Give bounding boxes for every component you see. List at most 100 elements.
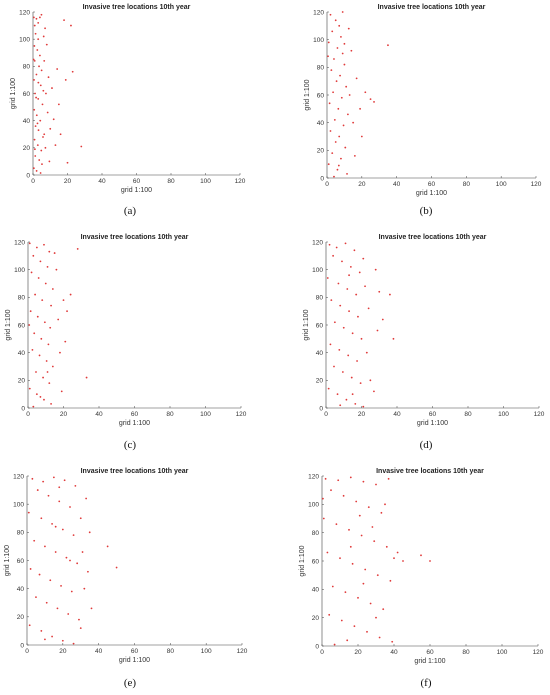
data-point	[42, 376, 44, 379]
data-point	[329, 13, 332, 16]
data-point	[115, 566, 118, 569]
panel-2: 0 20 40 60 80 100 120 0 20 40 60 80 100 120 Invasive t…	[304, 4, 542, 217]
y-tick-label: 20	[17, 614, 25, 621]
data-point	[347, 27, 350, 30]
data-point	[39, 54, 41, 57]
data-point	[349, 476, 352, 479]
data-point	[429, 560, 431, 562]
data-point	[345, 398, 348, 401]
y-tick-label: 60	[17, 558, 25, 565]
panel-4: 0 20 40 60 80 100 120 0 20 40 60 80 100 120 Invasive t…	[303, 234, 545, 451]
data-point	[387, 477, 390, 480]
data-point	[35, 73, 38, 76]
data-point	[358, 514, 361, 517]
y-axis-label: grid 1:100	[5, 309, 12, 340]
x-tick-label: 120	[533, 649, 544, 656]
data-point	[45, 92, 47, 95]
data-point	[33, 332, 36, 335]
panel-caption: (f)	[421, 677, 432, 689]
data-point	[331, 30, 334, 33]
data-point	[72, 642, 75, 645]
data-point	[38, 354, 41, 357]
x-tick-label: 80	[463, 181, 471, 188]
x-tick-label: 40	[393, 411, 401, 418]
data-point	[38, 159, 41, 161]
data-point	[54, 551, 57, 553]
data-point	[334, 141, 337, 143]
data-point	[364, 285, 366, 288]
data-point	[31, 349, 34, 351]
y-tick-label: 0	[21, 405, 25, 412]
x-tick-label: 40	[95, 648, 103, 655]
x-tick-label: 60	[429, 411, 437, 418]
x-tick-label: 120	[235, 178, 246, 185]
data-point	[391, 640, 394, 643]
data-point	[47, 343, 50, 346]
x-tick-label: 20	[60, 411, 68, 418]
x-axis-label: grid 1:100	[119, 420, 150, 427]
y-tick-label: 0	[320, 175, 324, 182]
data-point	[42, 89, 45, 92]
data-point	[389, 293, 391, 296]
data-point	[341, 11, 344, 13]
data-point	[48, 382, 51, 384]
y-axis-label: grid 1:100	[299, 545, 306, 576]
data-point	[330, 69, 333, 71]
data-point	[329, 343, 332, 346]
data-point	[44, 146, 47, 149]
data-point	[69, 559, 71, 562]
data-point	[373, 540, 376, 543]
data-point	[342, 494, 345, 497]
x-tick-label: 100	[201, 648, 212, 655]
data-point	[364, 91, 367, 94]
y-axis-label: grid 1:100	[4, 545, 11, 576]
data-point	[371, 526, 374, 528]
data-point	[38, 65, 40, 68]
data-point	[58, 486, 61, 489]
data-point	[76, 562, 79, 565]
data-point	[39, 396, 42, 398]
data-point	[59, 133, 62, 136]
data-point	[60, 584, 62, 587]
data-point	[34, 293, 36, 296]
data-point	[70, 24, 72, 27]
data-point	[40, 517, 43, 520]
data-point	[344, 146, 347, 149]
data-point	[55, 268, 58, 271]
data-point	[51, 365, 54, 368]
data-point	[69, 506, 71, 508]
data-point	[343, 63, 346, 66]
data-point	[376, 329, 379, 332]
y-tick-label: 80	[317, 65, 325, 72]
x-tick-label: 0	[26, 411, 30, 418]
y-tick-label: 0	[20, 642, 24, 649]
data-point	[331, 152, 334, 155]
data-point	[339, 404, 342, 407]
data-point	[337, 479, 340, 482]
data-point	[61, 639, 64, 642]
data-point	[359, 382, 362, 384]
data-point	[357, 596, 359, 599]
data-point	[27, 511, 30, 514]
data-point	[322, 497, 324, 500]
data-point	[344, 591, 347, 594]
data-point	[39, 260, 42, 263]
data-point	[420, 554, 422, 557]
data-point	[35, 371, 37, 373]
data-point	[71, 70, 74, 73]
data-point	[333, 175, 335, 178]
y-tick-label: 120	[313, 9, 324, 16]
data-point	[32, 405, 35, 408]
data-point	[392, 337, 395, 340]
data-point	[37, 277, 40, 279]
data-point	[33, 148, 36, 151]
data-point	[106, 545, 109, 548]
data-point	[52, 118, 55, 121]
data-point	[33, 539, 36, 542]
data-point	[338, 349, 341, 351]
data-point	[351, 332, 354, 335]
data-point	[337, 107, 340, 110]
x-tick-label: 60	[131, 411, 139, 418]
data-point	[387, 44, 389, 47]
data-point	[337, 164, 340, 167]
